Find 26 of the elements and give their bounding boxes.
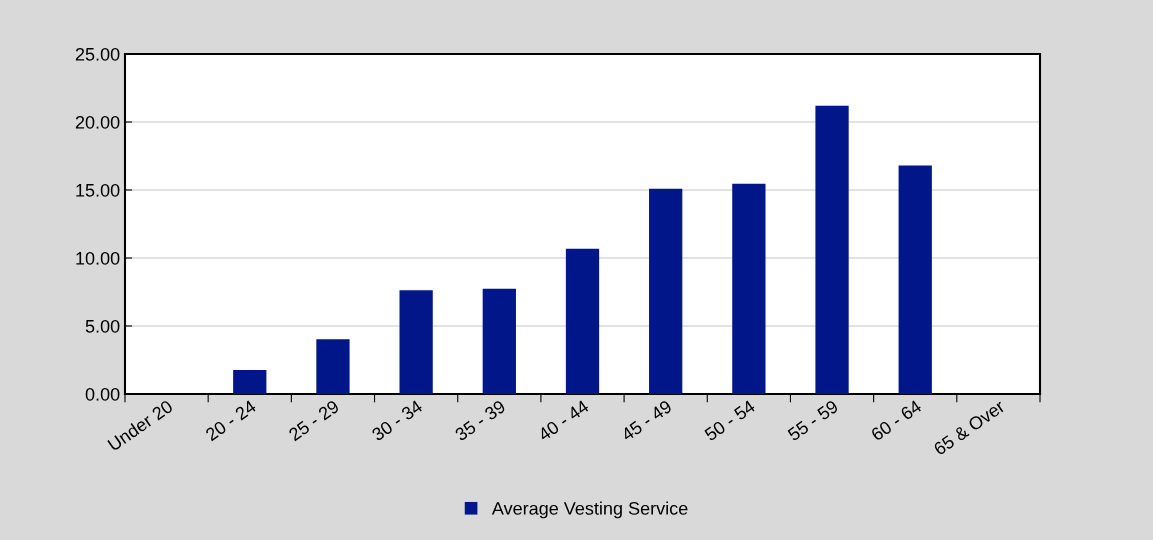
- y-tick-label: 25.00: [75, 47, 120, 61]
- x-tick-label: 20 - 24: [204, 399, 257, 442]
- x-tick-label: 60 - 64: [870, 399, 923, 442]
- bar: [316, 339, 350, 394]
- y-tick-label: 15.00: [76, 183, 120, 197]
- bar: [815, 105, 849, 394]
- x-tick-label: 65 & Over: [932, 399, 1006, 456]
- y-tick-label: 0.00: [85, 387, 120, 401]
- x-tick-label: 25 - 29: [287, 399, 340, 442]
- x-tick-label: 40 - 44: [537, 399, 590, 442]
- bar: [565, 248, 600, 394]
- y-tick-label: 10.00: [76, 251, 120, 265]
- bar: [898, 165, 932, 394]
- bar: [482, 288, 516, 394]
- x-tick-label: 30 - 34: [370, 399, 424, 442]
- bar: [649, 188, 683, 394]
- x-tick-label: 55 - 59: [786, 399, 839, 442]
- legend-label: Average Vesting Service: [491, 501, 688, 519]
- x-tick-label: 50 - 54: [703, 399, 757, 442]
- bar: [399, 290, 433, 394]
- bar: [732, 183, 766, 394]
- x-tick-label: 45 - 49: [620, 399, 673, 442]
- y-tick-label: 5.00: [85, 319, 120, 333]
- bar: [233, 370, 267, 394]
- x-tick-label: 35 - 39: [454, 399, 507, 442]
- y-tick-label: 20.00: [75, 115, 120, 129]
